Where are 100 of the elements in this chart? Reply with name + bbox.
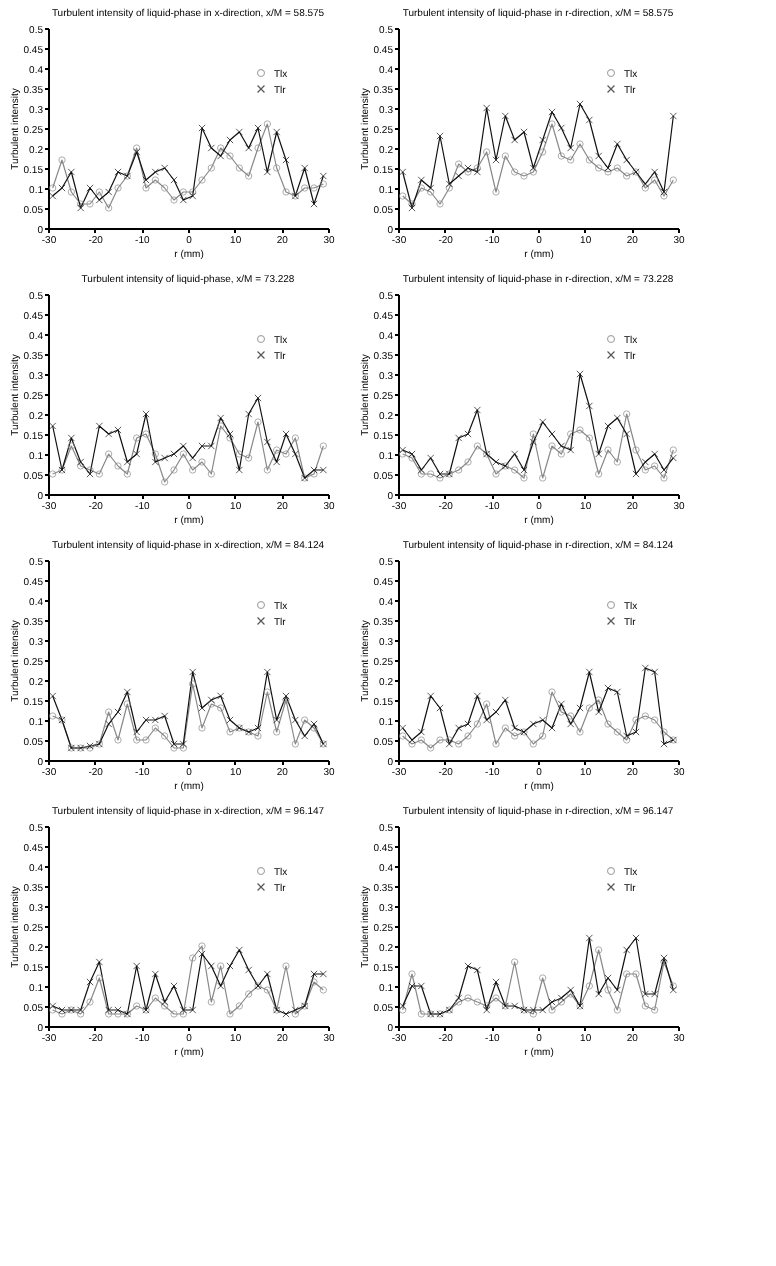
point <box>273 728 281 736</box>
point <box>623 410 631 418</box>
point <box>595 152 603 160</box>
point <box>483 148 491 156</box>
point <box>539 716 547 724</box>
point <box>464 994 472 1002</box>
point <box>133 962 141 970</box>
point <box>254 732 262 740</box>
point <box>273 716 281 724</box>
point <box>511 450 519 458</box>
point <box>123 700 131 708</box>
point <box>86 998 94 1006</box>
point <box>501 724 509 732</box>
point <box>235 128 243 136</box>
point <box>245 966 253 974</box>
point <box>217 704 225 712</box>
point <box>179 196 187 204</box>
point <box>483 716 491 724</box>
point <box>641 466 649 474</box>
point <box>133 1002 141 1010</box>
point <box>548 1006 556 1014</box>
point <box>161 712 169 720</box>
point <box>557 700 565 708</box>
point <box>67 188 75 196</box>
point <box>198 724 206 732</box>
point <box>417 736 425 744</box>
point <box>161 184 169 192</box>
point <box>254 144 262 152</box>
point <box>189 680 197 688</box>
point <box>613 1006 621 1014</box>
point <box>455 160 463 168</box>
point <box>301 184 309 192</box>
point <box>595 990 603 998</box>
point <box>520 172 528 180</box>
point <box>576 140 584 148</box>
point <box>217 692 225 700</box>
point <box>436 736 444 744</box>
point <box>123 470 131 478</box>
point <box>585 434 593 442</box>
point <box>189 454 197 462</box>
point <box>539 974 547 982</box>
point <box>595 696 603 704</box>
point <box>263 986 271 994</box>
point <box>473 692 481 700</box>
point <box>427 470 435 478</box>
point <box>189 668 197 676</box>
point <box>408 970 416 978</box>
point <box>539 136 547 144</box>
point <box>567 430 575 438</box>
point <box>179 442 187 450</box>
point <box>492 740 500 748</box>
point <box>604 986 612 994</box>
point <box>151 450 159 458</box>
point <box>161 164 169 172</box>
point <box>310 978 318 986</box>
point <box>245 990 253 998</box>
point <box>235 1002 243 1010</box>
point <box>585 156 593 164</box>
point <box>539 474 547 482</box>
point <box>511 136 519 144</box>
point <box>123 688 131 696</box>
point <box>641 458 649 466</box>
point <box>226 152 234 160</box>
point <box>511 466 519 474</box>
point <box>161 478 169 486</box>
point <box>576 426 584 434</box>
point <box>217 144 225 152</box>
point <box>567 446 575 454</box>
point <box>105 708 113 716</box>
point <box>105 188 113 196</box>
point <box>282 450 290 458</box>
point <box>189 954 197 962</box>
point <box>585 668 593 676</box>
point <box>417 1010 425 1018</box>
point <box>473 406 481 414</box>
point <box>641 712 649 720</box>
point <box>207 164 215 172</box>
point <box>641 664 649 672</box>
point <box>483 700 491 708</box>
point <box>114 184 122 192</box>
point <box>207 470 215 478</box>
point <box>105 720 113 728</box>
point <box>235 164 243 172</box>
point <box>455 724 463 732</box>
point <box>282 962 290 970</box>
point <box>651 168 659 176</box>
point <box>651 668 659 676</box>
point <box>427 744 435 752</box>
point <box>613 458 621 466</box>
point <box>245 172 253 180</box>
point <box>198 942 206 950</box>
point <box>473 442 481 450</box>
point <box>660 474 668 482</box>
point <box>273 128 281 136</box>
point <box>464 458 472 466</box>
point <box>151 458 159 466</box>
point <box>217 422 225 430</box>
point <box>58 156 66 164</box>
point <box>263 120 271 128</box>
point <box>207 998 215 1006</box>
